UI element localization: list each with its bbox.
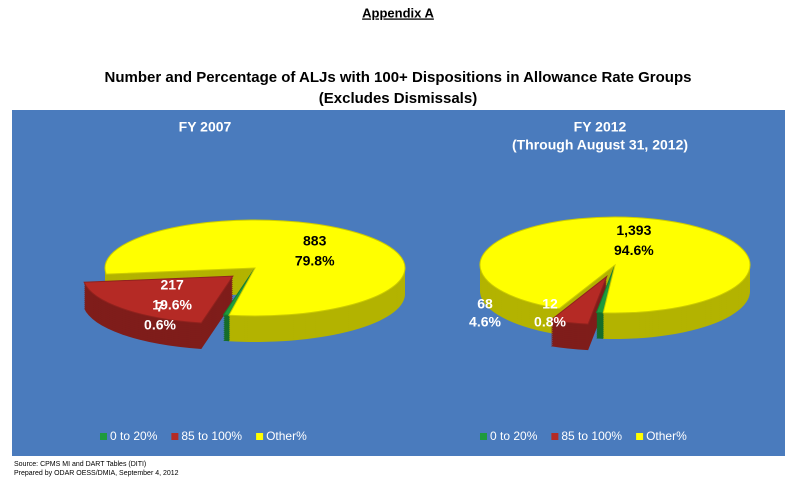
percent-label: 0.6% bbox=[144, 317, 176, 333]
chart-subtitle: (Excludes Dismissals) bbox=[319, 90, 477, 107]
legend-label: Other% bbox=[646, 429, 687, 443]
legend-label: 0 to 20% bbox=[110, 429, 158, 443]
slice bbox=[104, 219, 406, 317]
pie-title: FY 2007 bbox=[179, 119, 232, 135]
legend-swatch bbox=[100, 433, 107, 440]
percent-label: 94.6% bbox=[614, 242, 654, 258]
percent-label: 19.6% bbox=[152, 297, 192, 313]
legend-swatch bbox=[171, 433, 179, 440]
legend-swatch bbox=[636, 433, 644, 440]
source-note: Source: CPMS MI and DART Tables (DITI) bbox=[14, 461, 146, 468]
header: Appendix A bbox=[362, 5, 434, 20]
legend-swatch bbox=[480, 433, 487, 440]
count-label: 68 bbox=[477, 296, 493, 312]
percent-label: 0.8% bbox=[534, 314, 566, 330]
legend-swatch bbox=[256, 433, 264, 440]
slice bbox=[83, 275, 234, 324]
count-label: 7 bbox=[156, 299, 164, 315]
count-label: 217 bbox=[160, 277, 184, 293]
legend-label: 0 to 20% bbox=[490, 429, 538, 443]
percent-label: 4.6% bbox=[469, 314, 501, 330]
pie-subtitle: (Through August 31, 2012) bbox=[512, 137, 688, 153]
legend-label: 85 to 100% bbox=[561, 429, 622, 443]
prepared-note: Prepared by ODAR OESS/DMIA, September 4,… bbox=[14, 470, 179, 477]
slice bbox=[479, 216, 751, 314]
legend-label: Other% bbox=[266, 429, 307, 443]
count-label: 883 bbox=[303, 232, 327, 248]
count-label: 12 bbox=[542, 296, 558, 312]
percent-label: 79.8% bbox=[295, 252, 335, 268]
chart-title: Number and Percentage of ALJs with 100+ … bbox=[105, 69, 692, 86]
count-label: 1,393 bbox=[616, 222, 651, 238]
pie-title: FY 2012 bbox=[574, 119, 627, 135]
legend-swatch bbox=[551, 433, 559, 440]
slice bbox=[549, 275, 608, 325]
legend-label: 85 to 100% bbox=[181, 429, 242, 443]
